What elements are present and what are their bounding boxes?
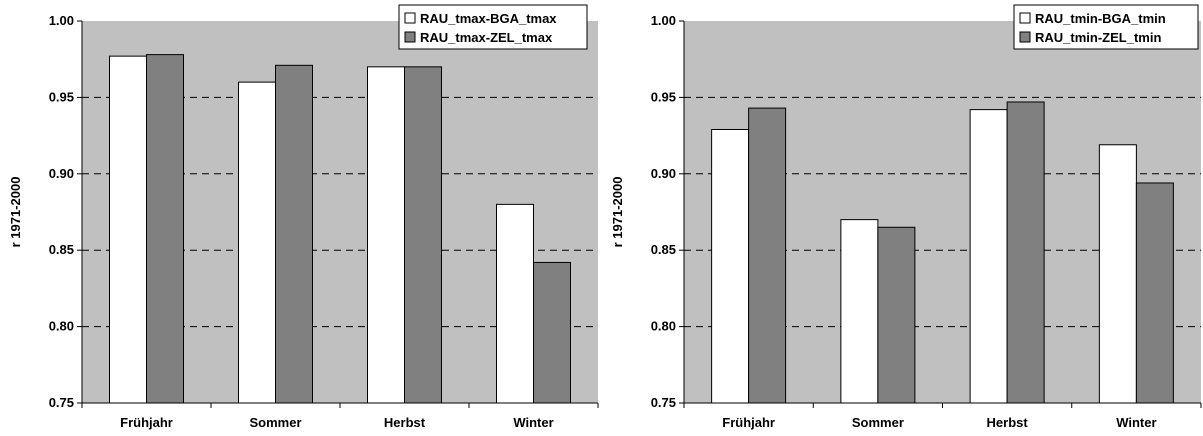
legend-entry: RAU_tmin-ZEL_tmin (1035, 30, 1161, 45)
y-tick-label: 0.85 (651, 242, 676, 257)
legend-swatch (1019, 31, 1031, 43)
y-tick-label: 0.80 (651, 319, 676, 334)
bar-gray-0 (146, 54, 184, 404)
legend: RAU_tmin-BGA_tmin RAU_tmin-ZEL_tmin (1013, 4, 1199, 50)
bar-white-2 (367, 66, 405, 404)
bar-white-1 (238, 81, 276, 404)
bar-white-1 (840, 219, 879, 404)
y-tick-label: 0.80 (49, 319, 74, 334)
bar-white-3 (1098, 144, 1137, 404)
bar-gray-3 (533, 261, 571, 404)
y-tick-label: 0.95 (49, 89, 74, 104)
x-tick-label: Sommer (852, 415, 904, 430)
x-tick-label: Sommer (249, 415, 301, 430)
bar-gray-0 (748, 107, 787, 404)
x-tick-label: Winter (513, 415, 553, 430)
legend: RAU_tmax-BGA_tmax RAU_tmax-ZEL_tmax (398, 4, 588, 50)
legend-swatch (1019, 12, 1031, 24)
bar-white-0 (109, 55, 147, 404)
bar-gray-3 (1135, 182, 1174, 404)
x-tick-label: Winter (1116, 415, 1156, 430)
y-axis-label: r 1971-2000 (8, 177, 23, 248)
x-tick-label: Herbst (987, 415, 1029, 430)
y-tick-label: 1.00 (49, 13, 74, 28)
bar-gray-2 (404, 66, 442, 404)
bar-gray-2 (1006, 101, 1045, 404)
legend-box (1013, 4, 1199, 50)
bar-white-3 (496, 203, 534, 404)
legend-swatch (404, 12, 416, 24)
bar-white-2 (969, 109, 1008, 404)
y-tick-label: 0.75 (651, 395, 676, 410)
bar-gray-1 (275, 64, 313, 404)
legend-box (398, 4, 588, 50)
legend-entry: RAU_tmax-ZEL_tmax (420, 30, 553, 45)
bar-white-0 (711, 128, 750, 404)
legend-entry: RAU_tmin-BGA_tmin (1035, 11, 1166, 26)
y-tick-label: 0.85 (49, 242, 74, 257)
y-tick-label: 0.75 (49, 395, 74, 410)
chart-tmax: 0.75 0.80 0.85 0.90 0.95 1.00 Frühjahr Sommer He… (8, 4, 599, 430)
y-tick-label: 0.90 (49, 166, 74, 181)
legend-swatch (404, 31, 416, 43)
y-tick-label: 0.95 (651, 89, 676, 104)
bar-gray-1 (877, 226, 916, 404)
x-tick-label: Frühjahr (120, 415, 173, 430)
x-tick-label: Frühjahr (722, 415, 775, 430)
y-axis-label: r 1971-2000 (610, 177, 625, 248)
x-tick-label: Herbst (384, 415, 426, 430)
chart-tmin: 0.75 0.80 0.85 0.90 0.95 1.00 Frühjahr Sommer He… (610, 4, 1202, 430)
y-tick-label: 0.90 (651, 166, 676, 181)
legend-entry: RAU_tmax-BGA_tmax (420, 11, 557, 26)
y-tick-label: 1.00 (651, 13, 676, 28)
